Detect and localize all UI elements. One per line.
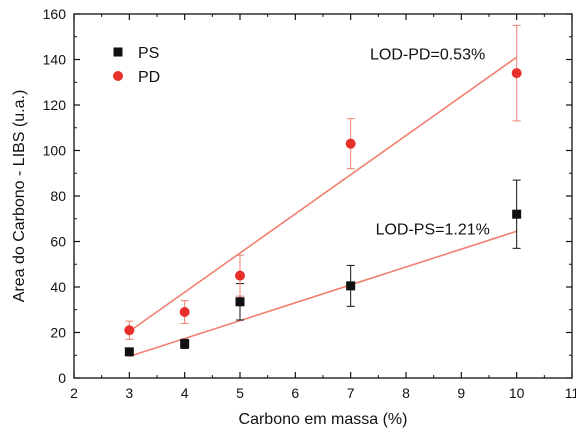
data-point-ps: [235, 297, 245, 307]
data-point-pd: [124, 325, 135, 336]
legend-label-pd: PD: [138, 69, 160, 86]
y-tick-label: 60: [50, 234, 66, 250]
x-tick-label: 3: [125, 385, 133, 401]
x-tick-label: 10: [509, 385, 525, 401]
annotation-lod-pd: LOD-PD=0.53%: [370, 47, 485, 64]
legend: PS PD: [113, 45, 160, 86]
x-tick-label: 8: [402, 385, 410, 401]
fit-line-pd: [128, 56, 518, 333]
data-point-pd: [235, 270, 245, 281]
data-point-ps: [180, 339, 190, 349]
legend-label-ps: PS: [138, 45, 159, 62]
axis-ticks: 2 3 4 5 6 7 8 9 10 11 0 20 40 60 80 100 120 140 160: [43, 6, 576, 401]
y-tick-label: 160: [43, 6, 67, 22]
data-point-pd: [511, 68, 522, 79]
y-tick-label: 0: [58, 370, 66, 386]
data-point-pd: [345, 138, 356, 149]
x-tick-label: 6: [291, 385, 299, 401]
data-point-ps: [512, 209, 522, 219]
y-tick-label: 100: [43, 143, 67, 159]
y-tick-label: 20: [50, 325, 66, 341]
x-tick-label: 4: [181, 385, 189, 401]
fit-line-ps: [129, 230, 517, 358]
x-tick-label: 5: [236, 385, 244, 401]
y-tick-label: 40: [50, 279, 66, 295]
y-tick-label: 140: [43, 52, 67, 68]
y-tick-label: 120: [43, 97, 67, 113]
data-marks: [124, 24, 522, 358]
y-axis-title: Area do Carbono - LIBS (u.a.): [11, 90, 28, 303]
legend-marker-ps: [113, 47, 123, 57]
x-tick-label: 9: [457, 385, 465, 401]
legend-marker-pd: [113, 71, 123, 81]
annotation-lod-ps: LOD-PS=1.21%: [376, 222, 490, 239]
x-tick-label: 2: [70, 385, 78, 401]
data-point-ps: [124, 347, 134, 357]
y-tick-label: 80: [50, 188, 66, 204]
x-tick-label: 7: [347, 385, 355, 401]
data-point-ps: [346, 281, 356, 291]
x-tick-label: 11: [565, 385, 576, 401]
x-axis-title: Carbono em massa (%): [239, 411, 408, 428]
data-point-pd: [179, 307, 190, 318]
